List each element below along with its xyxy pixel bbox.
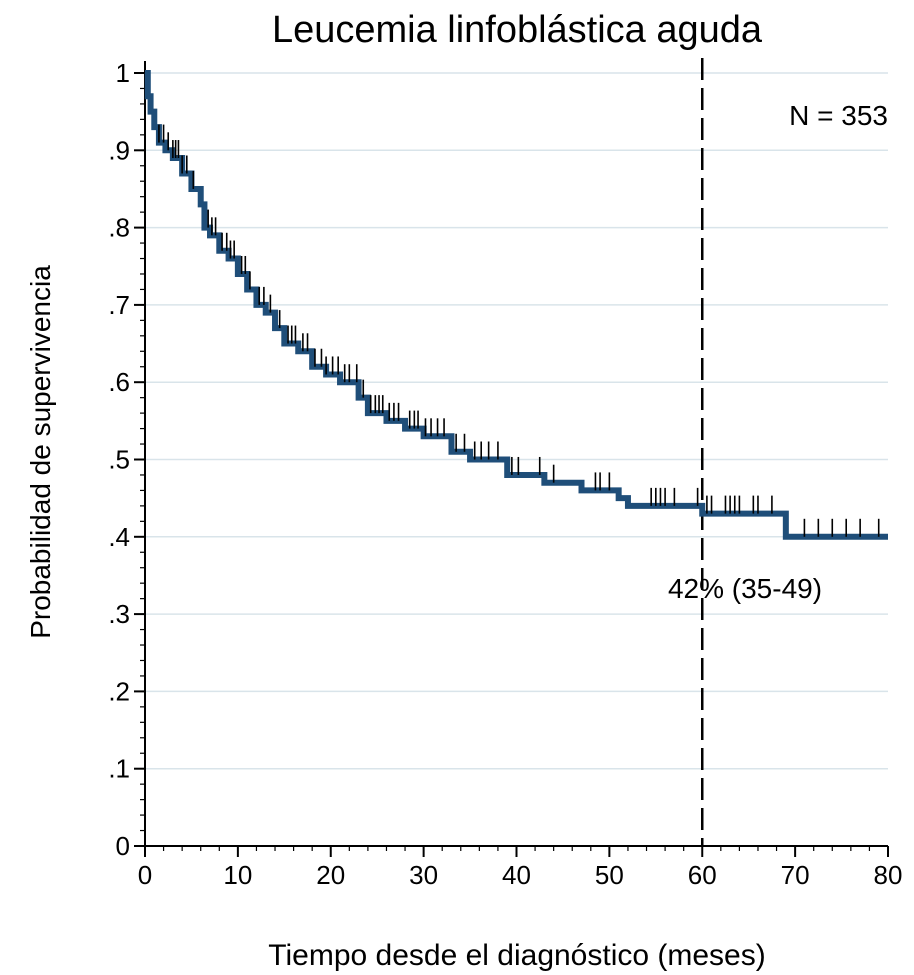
- y-tick-label: .3: [108, 599, 130, 629]
- survival-curve-group: [144, 70, 888, 540]
- y-tick-label: 0: [116, 831, 130, 861]
- x-tick-label: 80: [874, 860, 903, 890]
- survival-curve: [144, 70, 888, 540]
- x-tick-label: 60: [688, 860, 717, 890]
- y-tick-label: .5: [108, 445, 130, 475]
- y-tick-label: .7: [108, 290, 130, 320]
- x-tick-label: 0: [138, 860, 152, 890]
- x-axis-label: Tiempo desde el diagnóstico (meses): [268, 939, 765, 972]
- x-axis: 0 10 20 30 40 50 60 70 80: [138, 845, 903, 890]
- y-tick-label: .1: [108, 754, 130, 784]
- x-tick-label: 50: [595, 860, 624, 890]
- y-tick-label: .8: [108, 213, 130, 243]
- x-tick-label: 10: [223, 860, 252, 890]
- y-tick-label: .2: [108, 676, 130, 706]
- y-tick-label: .4: [108, 522, 130, 552]
- grid-lines: [145, 72, 888, 770]
- x-tick-label: 30: [409, 860, 438, 890]
- y-axis: 0 .1 .2 .3 .4 .5 .6 .7 .8 .9 1: [108, 58, 146, 861]
- y-tick-label: .9: [108, 135, 130, 165]
- estimate-label: 42% (35-49): [668, 573, 822, 604]
- censor-marks: [158, 124, 880, 537]
- n-label: N = 353: [789, 100, 888, 131]
- y-tick-label: .6: [108, 367, 130, 397]
- chart-title: Leucemia linfoblástica aguda: [272, 9, 763, 51]
- y-axis-label: Probabilidad de supervivencia: [25, 265, 56, 639]
- y-tick-label: 1: [116, 58, 130, 88]
- x-tick-label: 40: [502, 860, 531, 890]
- x-tick-label: 20: [316, 860, 345, 890]
- x-tick-label: 70: [781, 860, 810, 890]
